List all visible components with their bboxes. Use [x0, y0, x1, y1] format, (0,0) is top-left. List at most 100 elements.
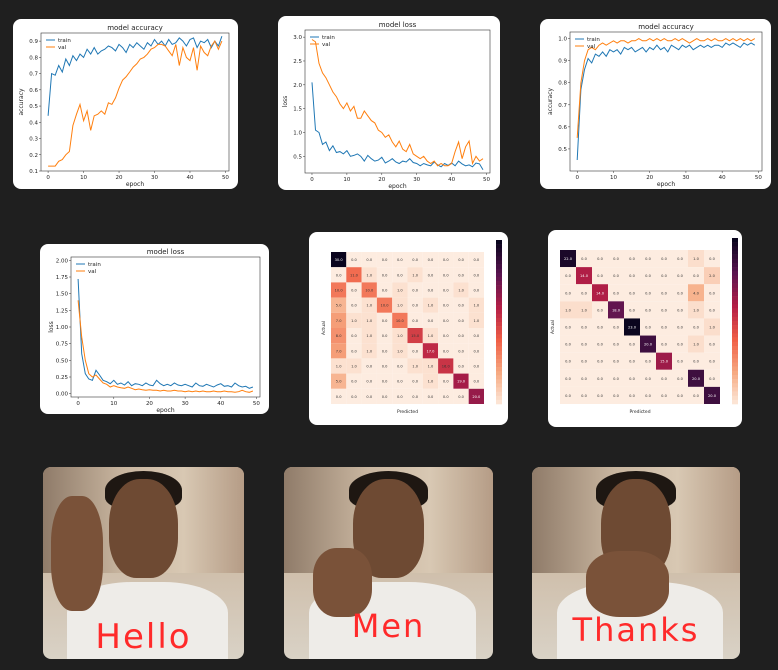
heatmap-cell [331, 312, 347, 328]
y-tick-label: 0.6 [558, 125, 567, 131]
accuracy-chart-2: model accuracy 0 10 20 30 40 50 0.5 0.6 0.7 0.8 0.9… [547, 23, 762, 188]
heatmap-cell [438, 252, 454, 268]
series-line-train [576, 42, 756, 161]
heatmap-cell-label: 1.0 [397, 349, 403, 353]
chart-card-accuracy-1: model accuracy 0 10 20 30 40 50 0.1 0.2 0.3 0.4 0.5… [13, 19, 238, 189]
heatmap-cell [656, 369, 672, 387]
heatmap-cell-label: 5.0 [336, 304, 342, 308]
y-tick-label: 1.75 [56, 275, 69, 281]
colorbar-segment [732, 238, 738, 243]
heatmap-cell-label: 0.0 [382, 365, 388, 369]
colorbar-segment [496, 289, 502, 294]
x-axis-label: epoch [657, 181, 675, 188]
heatmap-cell [576, 284, 592, 302]
heatmap-cell [407, 267, 423, 283]
x-axis-label: epoch [126, 181, 144, 188]
heatmap-cell-label: 0.0 [473, 289, 479, 293]
legend-label-train: train [58, 38, 71, 44]
heatmap-cell [376, 373, 393, 389]
heatmap-cell [438, 358, 454, 374]
y-tick-label: 0.00 [56, 392, 69, 398]
x-axis-label: epoch [388, 183, 406, 190]
colorbar-segment [732, 312, 738, 318]
heatmap-cell [407, 328, 423, 344]
heatmap-cell [407, 373, 423, 389]
heatmap-cell-label: 0.0 [443, 334, 449, 338]
heatmap-cell-label: 0.0 [645, 308, 651, 312]
heatmap-cell-label: 0.0 [443, 289, 449, 293]
heatmap-cell-label: 0.0 [412, 304, 418, 308]
heatmap-cell [592, 284, 608, 302]
heatmap-cell-label: 1.0 [428, 334, 434, 338]
heatmap-cell-label: 1.0 [693, 308, 699, 312]
heatmap-cell-label: 0.0 [366, 380, 372, 384]
heatmap-cell [346, 373, 362, 389]
y-tick-label: 0.8 [558, 81, 567, 87]
heatmap-cell [453, 267, 469, 283]
x-tick-label: 20 [646, 175, 653, 181]
colorbar-segment [732, 358, 738, 363]
heatmap-cell-label: 8.0 [336, 334, 342, 338]
legend-label-train: train [88, 262, 101, 268]
legend-label-train: train [587, 37, 600, 43]
heatmap-cell [624, 369, 640, 387]
x-tick-label: 20 [116, 175, 123, 181]
colorbar-segment [732, 350, 738, 355]
colorbar-segment [496, 281, 502, 286]
heatmap-cell-label: 0.0 [613, 360, 619, 364]
x-tick-label: 20 [146, 401, 153, 407]
plot-frame [40, 32, 230, 172]
heatmap-cell-label: 1.0 [366, 349, 372, 353]
colorbar-segment [496, 399, 502, 405]
y-tick-label: 0.5 [29, 104, 38, 110]
colorbar-segment [496, 240, 502, 245]
x-tick-label: 30 [682, 175, 689, 181]
heatmap-cell-label: 7.0 [336, 319, 342, 323]
heatmap-cell-label: 1.0 [473, 304, 479, 308]
heatmap-cell [468, 328, 484, 344]
chart-title: model accuracy [107, 24, 163, 32]
heatmap-cell [392, 297, 408, 313]
heatmap-cell [361, 282, 377, 298]
colorbar-segment [732, 267, 738, 272]
colorbar-segment [732, 379, 738, 384]
colorbar-segment [496, 248, 502, 253]
heatmap-cell [346, 312, 362, 328]
colorbar-segment [496, 346, 502, 351]
heatmap-cell [624, 267, 640, 285]
heatmap-cell [640, 301, 656, 319]
y-tick-label: 0.2 [29, 153, 38, 159]
heatmap-cell [392, 358, 408, 374]
heatmap-cell [361, 373, 377, 389]
heatmap-cell [656, 386, 672, 404]
heatmap-cell-label: 0.0 [581, 377, 587, 381]
colorbar-segment [732, 341, 738, 347]
heatmap-cell [361, 328, 377, 344]
heatmap-cell [672, 301, 688, 319]
heatmap-cell [438, 267, 454, 283]
heatmap-cell-label: 0.0 [645, 394, 651, 398]
heatmap-cell [624, 284, 640, 302]
heatmap-cell-label: 15.0 [660, 360, 669, 364]
heatmap-cell [576, 369, 592, 387]
heatmap-cell-label: 20.0 [708, 394, 717, 398]
heatmap-cell [468, 343, 484, 359]
chart-card-loss-1: model loss 0 10 20 30 40 50 0.5 1.0 1.5 2.0 2.5 3.0 e… [278, 16, 500, 190]
heatmap-cell-label: 0.0 [382, 334, 388, 338]
heatmap-cell-label: 10.0 [335, 289, 344, 293]
heatmap-cell-label: 4.0 [693, 291, 699, 295]
heatmap-cell-label: 1.0 [428, 304, 434, 308]
y-tick-label: 0.5 [293, 154, 302, 160]
heatmap-cell [608, 284, 624, 302]
heatmap-cell-label: 1.0 [397, 334, 403, 338]
y-tick-label: 2.5 [293, 59, 302, 65]
heatmap-cell-label: 0.0 [629, 308, 635, 312]
heatmap-cell [407, 312, 423, 328]
heatmap-cell-label: 1.0 [412, 273, 418, 277]
heatmap-cell-label: 0.0 [597, 326, 603, 330]
heatmap-cell [407, 282, 423, 298]
heatmap-cell [361, 388, 377, 404]
heatmap-cell [592, 267, 608, 285]
heatmap-cell [640, 386, 656, 404]
photo-men: Men [284, 467, 493, 659]
